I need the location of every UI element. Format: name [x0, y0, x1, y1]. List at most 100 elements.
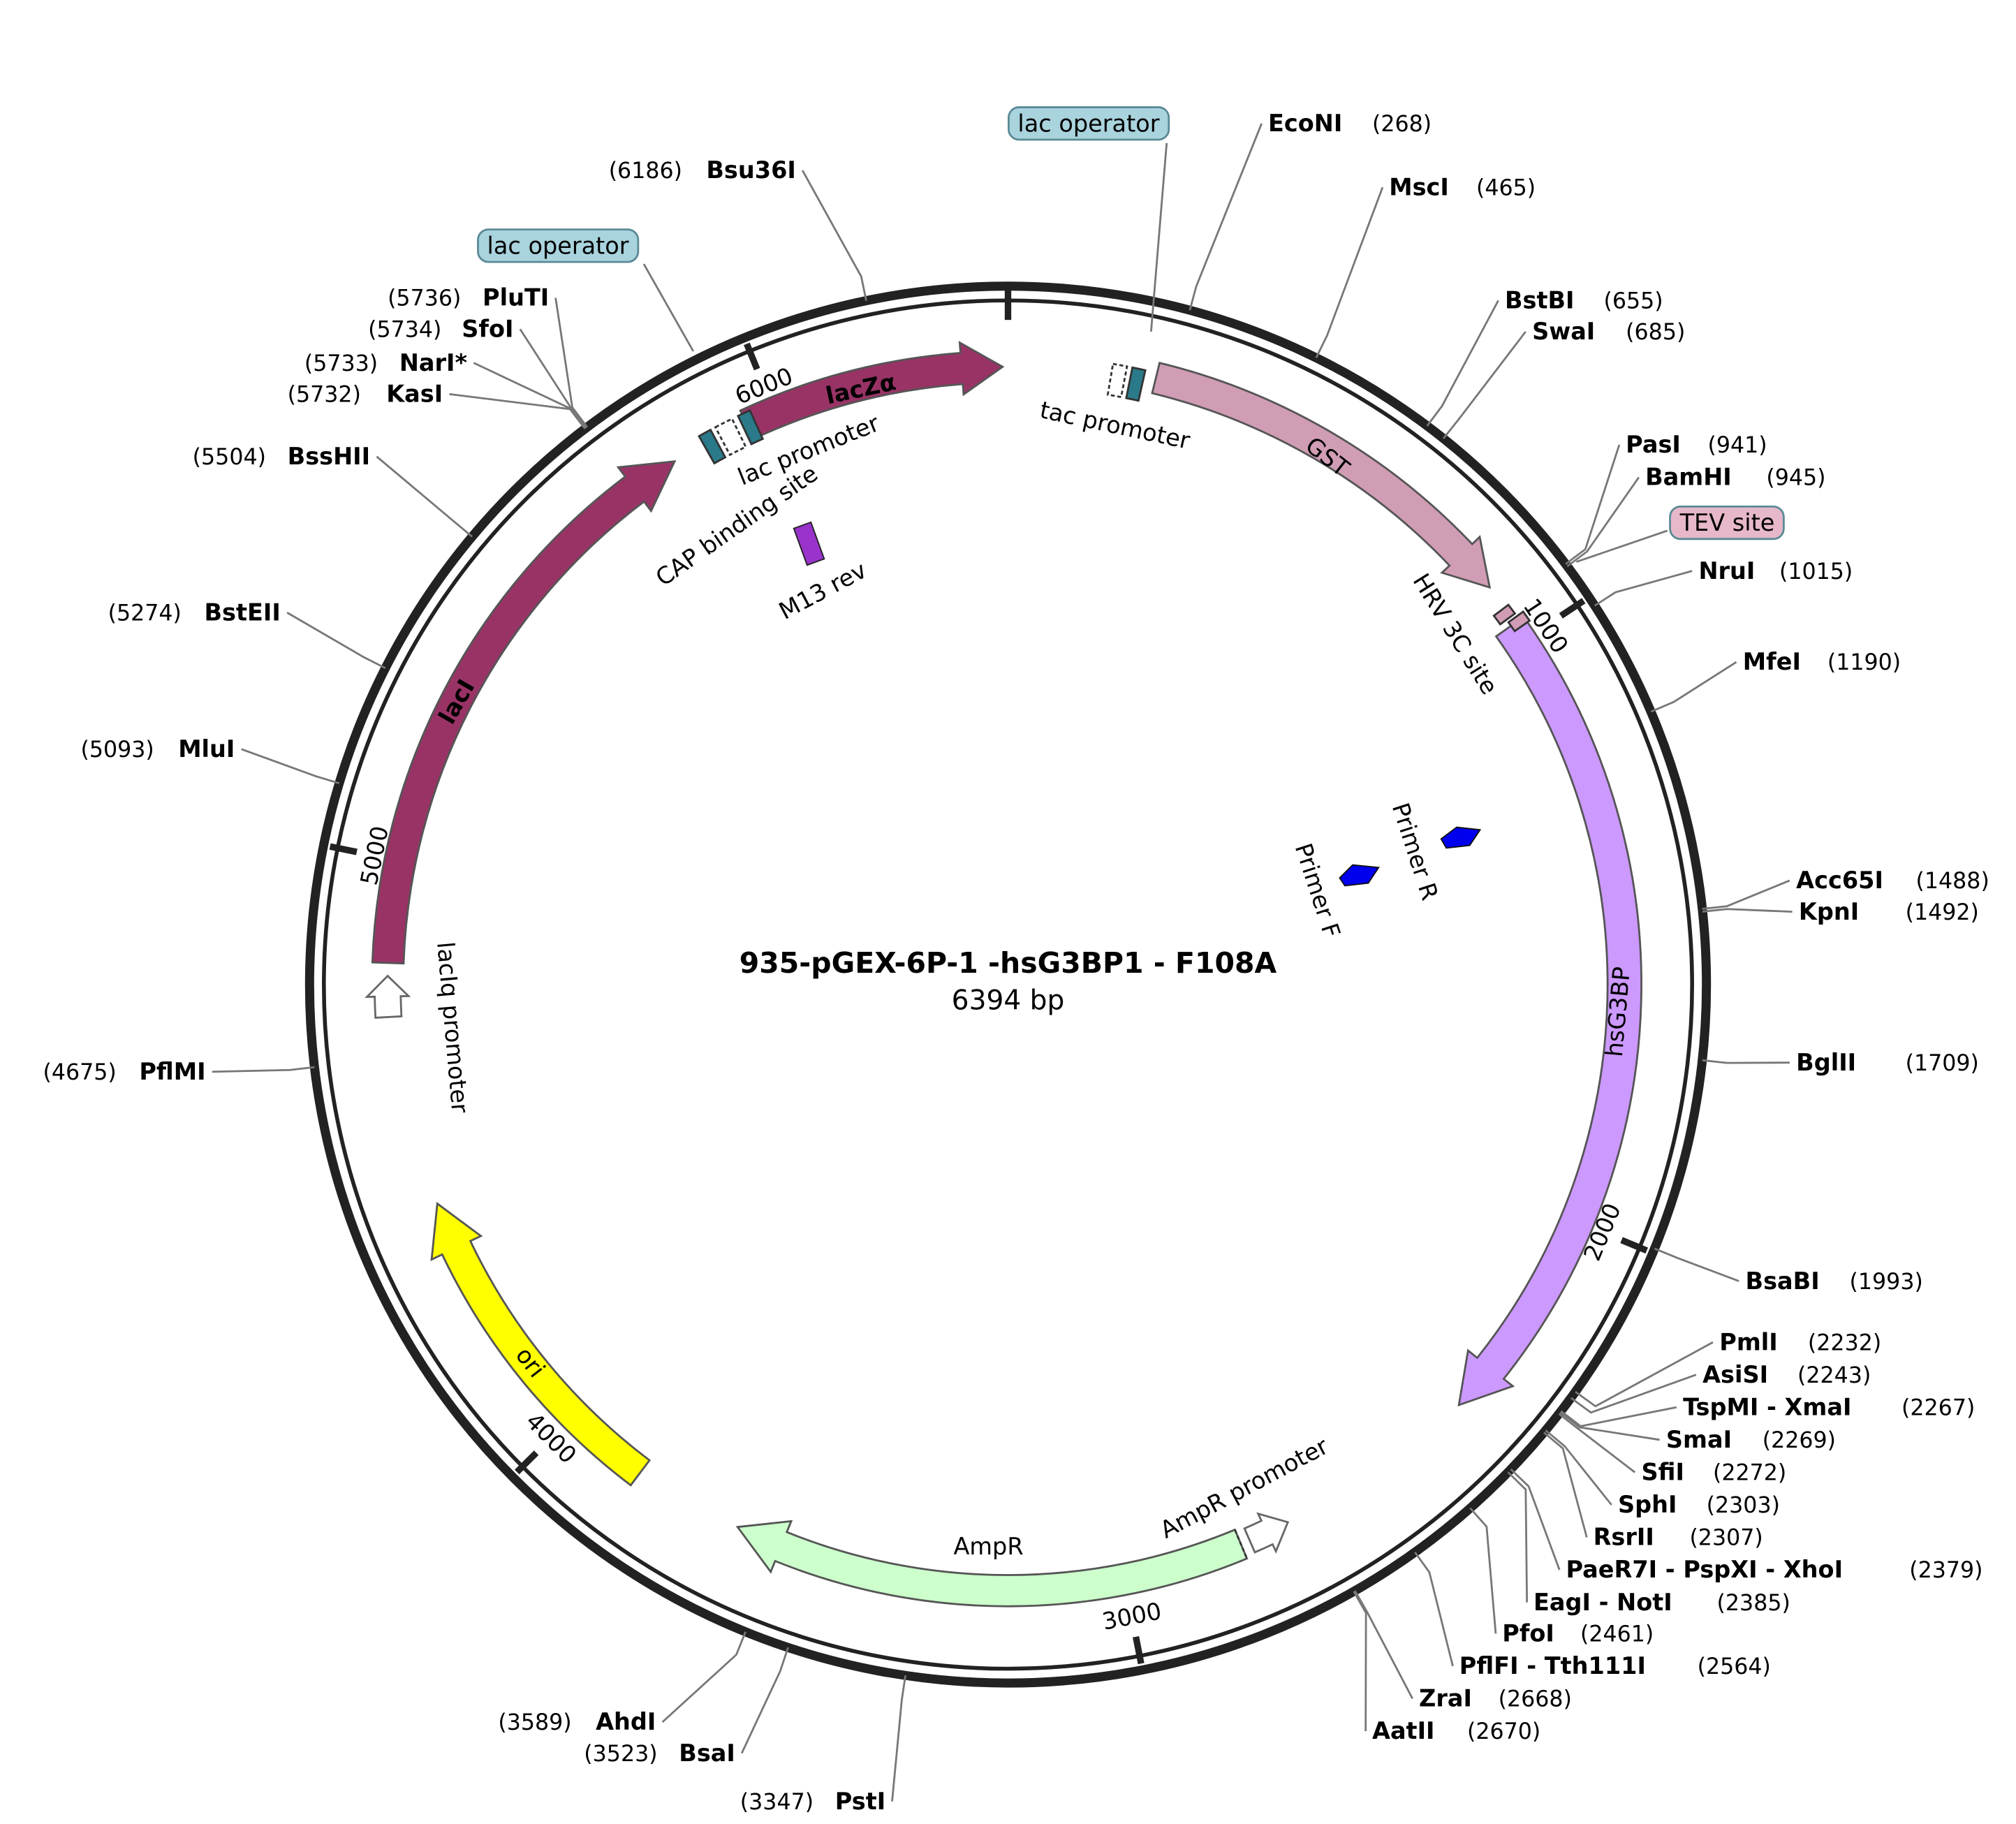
enzyme-leader [1315, 186, 1384, 358]
enzyme-leader [1575, 1341, 1714, 1408]
enzyme-position: (2461) [1580, 1622, 1654, 1647]
backbone-outer [304, 281, 1712, 1688]
feature-label: tac promoter [1038, 396, 1193, 455]
feature-label: Primer F [1290, 840, 1346, 941]
enzyme-position: (941) [1708, 433, 1767, 458]
feature-label: CAP binding site [651, 459, 823, 591]
enzyme-position: (2267) [1901, 1395, 1975, 1420]
enzyme-name: TspMI - XmaI [1683, 1393, 1851, 1420]
enzyme-position: (1488) [1916, 869, 1989, 894]
primer-r-mark [1440, 826, 1482, 849]
enzyme-position: (2385) [1717, 1591, 1790, 1616]
enzyme-leader [1507, 1471, 1529, 1603]
feature-label: lacIq promoter [432, 941, 473, 1114]
tac-promoter-block [1106, 362, 1128, 399]
enzyme-leader [1414, 1551, 1454, 1667]
enzyme-name: AsiSI [1702, 1361, 1768, 1388]
enzyme-leader [1565, 444, 1621, 565]
enzyme-leader [1426, 300, 1499, 427]
enzyme-position: (2243) [1797, 1363, 1871, 1388]
enzyme-leader [1654, 1247, 1739, 1282]
enzyme-position: (1709) [1906, 1051, 1979, 1076]
enzyme-name: MluI [178, 735, 235, 763]
ampr-arrow [735, 1520, 1249, 1608]
enzyme-leader [1559, 1411, 1660, 1441]
enzyme-name: PflFI - Tth111I [1459, 1652, 1646, 1679]
primer-f-mark [1339, 864, 1380, 887]
enzyme-leader [1545, 1429, 1612, 1506]
enzyme-position: (2668) [1499, 1687, 1572, 1712]
enzyme-leader [1650, 661, 1737, 713]
enzyme-name: PmlI [1719, 1328, 1777, 1355]
enzyme-position: (1015) [1779, 559, 1853, 584]
tick-mark [1133, 1636, 1145, 1665]
enzyme-leader [286, 612, 386, 670]
enzyme-name: PasI [1626, 431, 1681, 458]
enzyme-position: (2564) [1698, 1654, 1771, 1679]
enzyme-name: BsaBI [1746, 1267, 1820, 1295]
enzyme-name: BstEII [204, 598, 280, 626]
tac-operator-block [1125, 366, 1147, 402]
enzyme-leader [1558, 1413, 1636, 1473]
feature-label: AmpR [953, 1533, 1023, 1560]
enzyme-name: SfiI [1642, 1459, 1684, 1486]
enzyme-leader [1510, 1469, 1561, 1571]
enzyme-name: NruI [1698, 557, 1755, 584]
title: 935-pGEX-6P-1 -hsG3BP1 - F108A [740, 946, 1277, 980]
enzyme-name: ZraI [1419, 1685, 1472, 1712]
enzyme-name: EagI - NotI [1533, 1589, 1672, 1616]
enzyme-leader [554, 297, 589, 428]
ampr-promoter-arrow [1243, 1512, 1290, 1554]
tick-mark [1620, 1237, 1649, 1254]
enzyme-position: (3523) [584, 1742, 657, 1767]
hsg3bp-arrow [1457, 615, 1642, 1407]
lac-operator-block [698, 428, 727, 465]
laci-arrow [371, 459, 677, 965]
enzyme-name: EcoNI [1268, 110, 1342, 137]
tick-mark [1559, 598, 1586, 619]
enzyme-leader [740, 1647, 789, 1754]
enzyme-name: KasI [386, 381, 443, 408]
enzyme-name: PstI [835, 1788, 885, 1815]
tick-mark [744, 342, 760, 371]
enzyme-position: (3347) [740, 1790, 814, 1815]
cap-site-block [736, 409, 765, 446]
box-leader [642, 263, 694, 352]
enzyme-name: SphI [1618, 1491, 1677, 1518]
tick-mark [329, 843, 358, 855]
enzyme-leader [212, 1066, 315, 1073]
enzyme-position: (5733) [304, 351, 378, 376]
enzyme-name: BstBI [1505, 286, 1575, 314]
enzyme-name: BglII [1796, 1049, 1856, 1076]
enzyme-position: (5504) [193, 445, 266, 470]
enzyme-name: AhdI [596, 1708, 656, 1735]
enzyme-name: PfoI [1502, 1620, 1554, 1647]
enzyme-leader [1543, 1432, 1588, 1538]
enzyme-leader [376, 455, 473, 538]
enzyme-position: (2670) [1467, 1719, 1540, 1744]
enzyme-leader [241, 748, 340, 785]
enzyme-leader [1469, 1507, 1497, 1634]
feature-label: Primer R [1387, 800, 1443, 904]
enzyme-position: (5734) [368, 317, 441, 342]
enzyme-name: AatII [1372, 1717, 1435, 1744]
enzyme-position: (2379) [1909, 1558, 1982, 1583]
enzyme-position: (2303) [1707, 1493, 1780, 1518]
enzyme-position: (2232) [1808, 1330, 1881, 1355]
enzyme-leader [1442, 331, 1526, 439]
ori-arrow [430, 1202, 652, 1487]
enzyme-leader [1570, 1374, 1697, 1414]
enzyme-leader [801, 170, 867, 301]
enzyme-name: RsrII [1594, 1524, 1654, 1551]
enzyme-name: Bsu36I [706, 156, 795, 184]
enzyme-position: (945) [1766, 466, 1825, 491]
enzyme-leader [1566, 476, 1640, 568]
length: 6394 bp [952, 985, 1065, 1016]
lacz-arrow [739, 341, 1005, 441]
lac-promoter-block [714, 417, 747, 457]
enzyme-name: SfoI [462, 315, 513, 342]
enzyme-leader [1702, 1059, 1790, 1064]
box-leader [1149, 142, 1168, 332]
